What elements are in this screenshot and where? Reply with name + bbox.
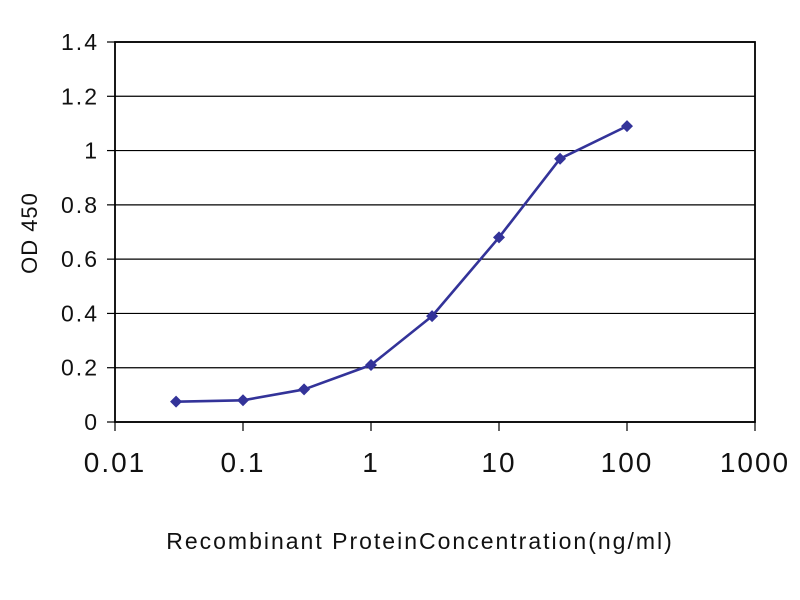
x-tick-label: 0.01 — [84, 447, 147, 478]
data-point-marker — [298, 383, 311, 396]
x-tick-label: 1000 — [720, 447, 790, 478]
x-tick-label: 1 — [362, 447, 380, 478]
y-tick-label: 0.2 — [61, 355, 99, 381]
y-axis-label: OD 450 — [17, 192, 42, 274]
data-point-marker — [365, 359, 377, 371]
data-point-marker — [493, 231, 505, 244]
y-tick-label: 1 — [84, 138, 99, 164]
data-point-marker — [237, 394, 249, 407]
x-tick-label: 0.1 — [221, 447, 266, 478]
x-tick-label: 100 — [601, 447, 654, 478]
data-point-marker — [621, 120, 633, 133]
series-line — [176, 124, 628, 403]
y-tick-label: 0.8 — [61, 192, 99, 218]
y-tick-label: 0.4 — [61, 300, 99, 326]
y-tick-label: 1.4 — [61, 29, 99, 55]
x-axis-label: Recombinant ProteinConcentration(ng/ml) — [166, 528, 674, 554]
data-point-marker — [554, 152, 567, 165]
data-point-marker — [426, 310, 439, 323]
plot-border — [114, 41, 756, 423]
y-tick-label: 0.6 — [61, 246, 99, 272]
y-tick-label: 0 — [84, 409, 99, 435]
x-tick-label: 10 — [481, 447, 516, 478]
y-tick-label: 1.2 — [61, 83, 99, 109]
data-point-marker — [170, 395, 183, 408]
